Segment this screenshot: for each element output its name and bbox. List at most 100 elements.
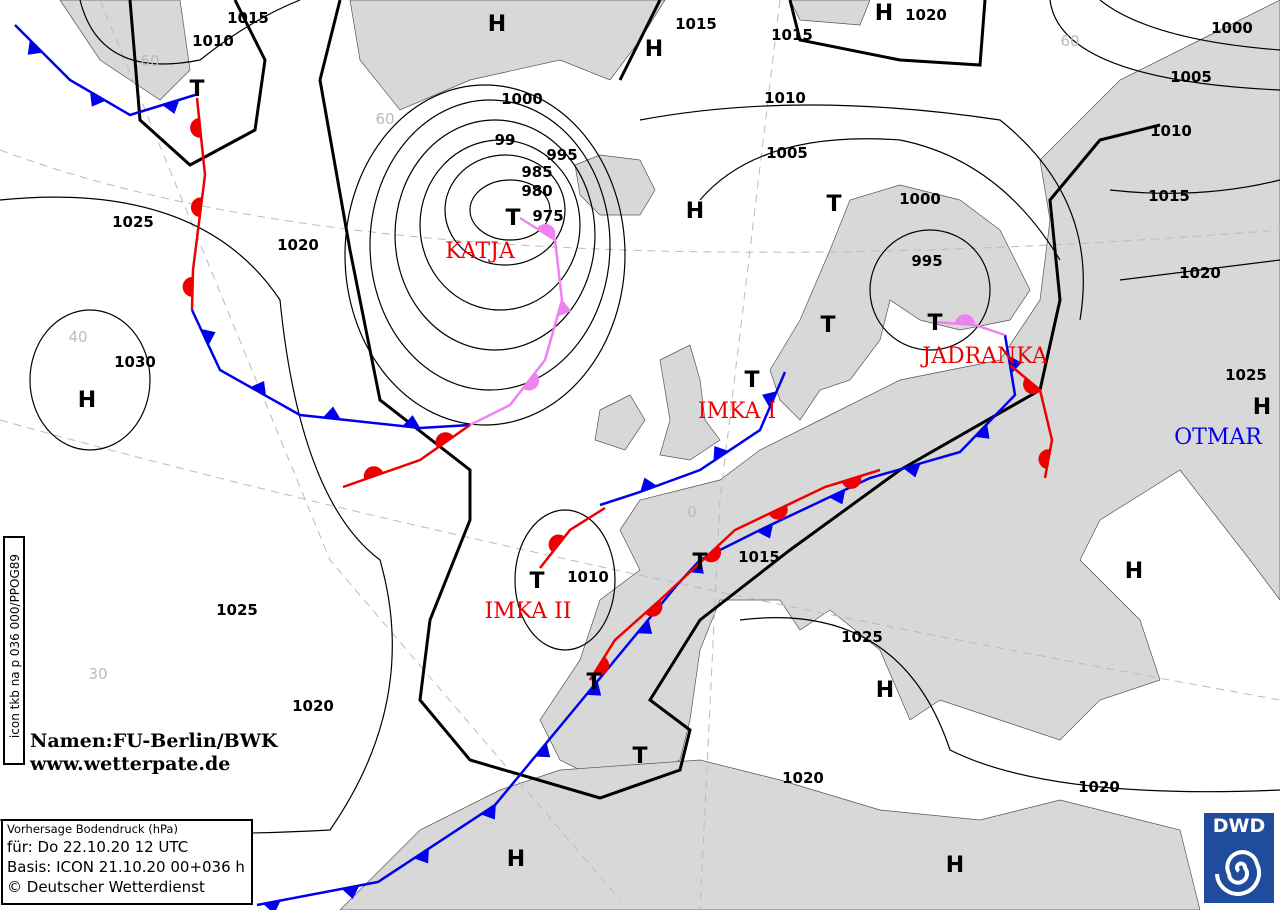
cold-front-triangle	[263, 900, 281, 910]
low-pressure-center: T	[927, 311, 942, 336]
isobar-label: 1025	[841, 628, 883, 646]
warm-front	[190, 97, 207, 311]
british-isles	[594, 344, 721, 461]
info-valid-time: für: Do 22.10.20 12 UTC	[7, 838, 189, 856]
isobar-label: 1020	[292, 697, 334, 715]
warm-front-semicircle	[536, 223, 556, 240]
iceland	[574, 154, 656, 216]
isobar-label: 1025	[1225, 366, 1267, 384]
greenland	[59, 0, 191, 101]
high-pressure-center: H	[507, 847, 525, 872]
warm-front-semicircle	[182, 276, 193, 297]
cold-front-triangle	[402, 415, 421, 429]
cold-front-triangle	[640, 477, 658, 492]
fronts	[14, 24, 1054, 910]
warm-front-semicircle	[548, 534, 565, 553]
map-labels: 1015 1010 1015 1015 1020 1000 1005 1010 1015 1020…	[68, 1, 1271, 878]
cold-front	[599, 371, 787, 507]
info-box: Vorhersage Bodendruck (hPa) für: Do 22.1…	[1, 819, 253, 905]
system-name: OTMAR	[1174, 425, 1263, 450]
cold-front-triangle	[829, 489, 846, 505]
grid-label: 60	[1060, 32, 1079, 50]
warm-front-semicircle	[768, 505, 788, 520]
isobar-label: 1000	[1211, 19, 1253, 37]
low-pressure-center: T	[586, 670, 601, 695]
isobar-label: 995	[546, 146, 577, 164]
warm-front	[1009, 364, 1054, 479]
high-pressure-center: H	[1253, 395, 1271, 420]
system-name: IMKA II	[484, 599, 571, 624]
cold-front-triangle	[903, 463, 921, 478]
names-credit: Namen:FU-Berlin/BWK www.wetterpate.de	[30, 730, 278, 776]
high-pressure-center: H	[1125, 559, 1143, 584]
isobar-label: 1020	[782, 769, 824, 787]
system-name: JADRANKA	[920, 344, 1049, 369]
isobar-label: 1020	[277, 236, 319, 254]
isobar-label: 1000	[501, 90, 543, 108]
isobar-label: 1015	[675, 15, 717, 33]
isobar-label: 1025	[216, 601, 258, 619]
cold-front-triangle	[200, 329, 216, 346]
cold-front-triangle	[90, 91, 106, 107]
warm-front-semicircle	[190, 117, 202, 138]
cold-front	[256, 334, 1017, 907]
cold-front-triangle	[586, 680, 602, 696]
info-title: Vorhersage Bodendruck (hPa)	[7, 822, 178, 836]
system-name: KATJA	[445, 239, 516, 264]
isobar-label: 1020	[905, 6, 947, 24]
isobar-label: 1010	[1150, 122, 1192, 140]
credit-url: www.wetterpate.de	[30, 753, 231, 775]
cold-front-triangle	[756, 523, 774, 539]
isobars	[0, 0, 1280, 834]
cold-front-triangle	[413, 848, 429, 864]
cold-front-triangle	[637, 619, 653, 634]
warm-front-semicircle	[954, 314, 975, 325]
high-pressure-center: H	[875, 1, 893, 26]
cold-front-triangle	[341, 885, 360, 900]
isobar-label: 1005	[1170, 68, 1212, 86]
low-pressure-center: T	[826, 192, 841, 217]
grid-label: 0	[687, 503, 697, 521]
isobar-label: 1015	[1148, 187, 1190, 205]
dwd-logo: DWD	[1204, 813, 1274, 903]
low-pressure-center: T	[529, 569, 544, 594]
grid-label: 30	[88, 665, 107, 683]
cold-front-triangle	[27, 39, 43, 55]
low-pressure-center: T	[820, 313, 835, 338]
high-pressure-center: H	[686, 199, 704, 224]
scandinavia	[769, 184, 1031, 421]
cold-front-triangle	[322, 406, 341, 420]
credit-line: Namen:FU-Berlin/BWK	[30, 730, 278, 752]
cold-front-triangle	[713, 445, 729, 461]
high-pressure-center: H	[946, 853, 964, 878]
isobar-label: 1030	[114, 353, 156, 371]
isobar-label: 1010	[192, 32, 234, 50]
high-pressure-center: H	[876, 678, 894, 703]
spiral-icon	[1215, 850, 1261, 896]
high-pressure-center: H	[488, 12, 506, 37]
europe	[539, 0, 1280, 791]
cold-front-triangle	[535, 742, 551, 758]
isobar-label: 985	[521, 163, 552, 181]
cold-front-triangle	[480, 804, 496, 820]
info-basis: Basis: ICON 21.10.20 00+036 h	[7, 858, 245, 876]
isobar-label: 1010	[567, 568, 609, 586]
isobar-label: 99	[495, 131, 516, 149]
warm-front	[539, 506, 606, 569]
isobar-label: 1005	[766, 144, 808, 162]
low-pressure-center: T	[505, 206, 520, 231]
cold-front-triangle	[762, 391, 777, 408]
info-copyright: © Deutscher Wetterdienst	[7, 878, 205, 896]
isobar-label: 995	[911, 252, 942, 270]
isobar-label: 975	[532, 207, 563, 225]
warm-front-semicircle	[363, 466, 384, 480]
africa	[339, 759, 1201, 910]
low-pressure-center: T	[744, 368, 759, 393]
cold-front-triangle	[557, 299, 572, 317]
low-pressure-center: T	[632, 744, 647, 769]
isobar-label: 1015	[227, 9, 269, 27]
isobar-label: 1015	[738, 548, 780, 566]
isobar-label: 1020	[1179, 264, 1221, 282]
high-pressure-center: H	[78, 388, 96, 413]
